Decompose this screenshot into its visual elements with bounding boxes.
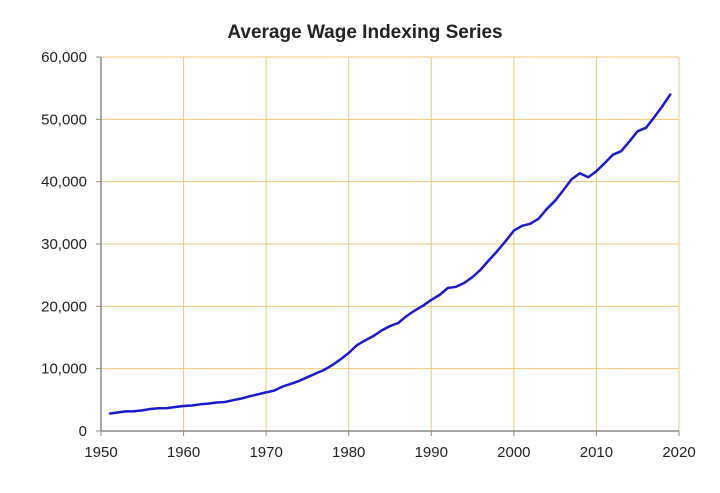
x-tick-label: 1960 — [167, 444, 200, 461]
data-point — [306, 376, 308, 378]
data-point — [447, 287, 449, 289]
data-point — [183, 405, 185, 407]
data-point — [331, 364, 333, 366]
y-tick-label: 40,000 — [41, 174, 87, 191]
y-tick-label: 30,000 — [41, 236, 87, 253]
data-point — [397, 322, 399, 324]
data-point — [463, 282, 465, 284]
data-point — [381, 329, 383, 331]
data-point — [348, 352, 350, 354]
x-tick-label: 1990 — [415, 444, 448, 461]
grid — [101, 56, 680, 431]
data-point — [273, 390, 275, 392]
data-point — [356, 344, 358, 346]
x-tick-label: 2000 — [497, 444, 530, 461]
data-point — [117, 411, 119, 413]
axes — [96, 56, 680, 436]
data-point — [216, 401, 218, 403]
data-point — [158, 407, 160, 409]
data-point — [323, 369, 325, 371]
data-point — [595, 170, 597, 172]
data-point — [372, 335, 374, 337]
data-point — [653, 116, 655, 118]
data-point — [240, 398, 242, 400]
data-point — [554, 200, 556, 202]
y-tick-label: 0 — [79, 423, 87, 440]
data-point — [604, 162, 606, 164]
series — [108, 93, 672, 415]
data-point — [472, 276, 474, 278]
data-point — [125, 410, 127, 412]
x-tick-label: 1970 — [249, 444, 282, 461]
data-point — [670, 93, 672, 95]
data-point — [207, 403, 209, 405]
y-tick-label: 60,000 — [41, 49, 87, 66]
data-point — [166, 407, 168, 409]
data-point — [521, 225, 523, 227]
data-point — [513, 230, 515, 232]
data-point — [232, 399, 234, 401]
data-point — [364, 339, 366, 341]
data-point — [439, 294, 441, 296]
data-point — [265, 391, 267, 393]
series-line — [109, 93, 672, 415]
data-point — [389, 325, 391, 327]
data-point — [133, 410, 135, 412]
data-point — [191, 405, 193, 407]
data-point — [249, 395, 251, 397]
data-point — [496, 250, 498, 252]
data-point — [315, 372, 317, 374]
data-point — [290, 383, 292, 385]
data-point — [455, 286, 457, 288]
y-tick-label: 10,000 — [41, 361, 87, 378]
data-point — [257, 393, 259, 395]
data-point — [298, 380, 300, 382]
data-point — [529, 223, 531, 225]
data-point — [546, 208, 548, 210]
data-point — [488, 259, 490, 261]
data-point — [108, 413, 110, 415]
data-point — [661, 105, 663, 107]
data-point — [587, 176, 589, 178]
data-point — [339, 358, 341, 360]
data-point — [199, 403, 201, 405]
data-point — [538, 218, 540, 220]
data-point — [571, 178, 573, 180]
data-point — [628, 140, 630, 142]
data-point — [282, 386, 284, 388]
data-point — [612, 154, 614, 156]
x-tick-label: 2020 — [662, 444, 695, 461]
data-point — [430, 299, 432, 301]
data-point — [645, 127, 647, 129]
data-point — [480, 268, 482, 270]
data-point — [414, 309, 416, 311]
data-point — [150, 408, 152, 410]
data-point — [174, 406, 176, 408]
tick-labels: 1950 1960 1970 1980 1990 2000 2010 2020 0 10,000 2… — [41, 49, 696, 461]
data-point — [637, 130, 639, 132]
data-point — [579, 172, 581, 174]
y-tick-label: 50,000 — [41, 111, 87, 128]
data-point — [562, 189, 564, 191]
data-point — [505, 240, 507, 242]
data-point — [422, 305, 424, 307]
data-point — [224, 401, 226, 403]
data-point — [406, 315, 408, 317]
chart-title: Average Wage Indexing Series — [227, 22, 502, 43]
data-point — [620, 150, 622, 152]
x-tick-label: 1980 — [332, 444, 365, 461]
data-point — [141, 409, 143, 411]
y-tick-label: 20,000 — [41, 298, 87, 315]
x-tick-label: 2010 — [580, 444, 613, 461]
x-tick-label: 1950 — [84, 444, 117, 461]
